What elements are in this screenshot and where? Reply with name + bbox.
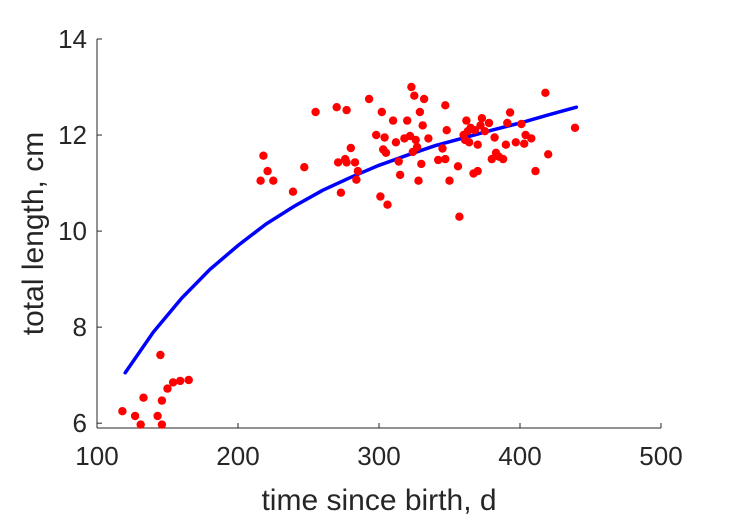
data-point bbox=[184, 375, 193, 385]
data-point bbox=[130, 411, 140, 421]
data-point bbox=[157, 420, 167, 429]
y-tick-label: 12 bbox=[58, 120, 87, 150]
y-tick-label: 8 bbox=[73, 312, 87, 342]
data-point bbox=[383, 200, 392, 209]
data-point bbox=[410, 91, 419, 100]
data-point bbox=[380, 133, 389, 142]
data-point bbox=[414, 176, 423, 185]
data-point bbox=[476, 121, 485, 130]
data-point bbox=[544, 150, 553, 159]
data-point bbox=[441, 101, 450, 110]
data-points bbox=[118, 82, 580, 429]
data-point bbox=[541, 88, 550, 98]
x-axis-label: time since birth, d bbox=[261, 484, 496, 517]
data-point bbox=[419, 94, 429, 104]
data-point bbox=[336, 188, 346, 197]
data-point bbox=[424, 134, 433, 143]
x-tick-label: 400 bbox=[498, 441, 541, 471]
data-point bbox=[342, 105, 351, 115]
data-point bbox=[157, 396, 167, 405]
data-point bbox=[300, 163, 309, 172]
data-point bbox=[412, 142, 422, 152]
data-point bbox=[490, 133, 499, 142]
data-point bbox=[411, 135, 420, 145]
data-point bbox=[465, 138, 474, 147]
x-tick-label: 500 bbox=[639, 441, 682, 471]
data-point bbox=[269, 176, 278, 185]
y-tick-label: 14 bbox=[58, 24, 87, 54]
data-point bbox=[364, 94, 374, 104]
data-point bbox=[118, 407, 127, 416]
data-point bbox=[176, 376, 185, 386]
data-point bbox=[259, 151, 268, 160]
data-point bbox=[256, 176, 265, 185]
data-point bbox=[441, 154, 450, 164]
data-point bbox=[438, 144, 447, 153]
data-point bbox=[352, 175, 361, 184]
data-point bbox=[394, 157, 403, 166]
data-point bbox=[418, 121, 427, 130]
data-point bbox=[462, 116, 471, 125]
data-point bbox=[473, 166, 482, 176]
data-point bbox=[350, 158, 360, 167]
data-point bbox=[342, 158, 351, 167]
data-point bbox=[153, 411, 162, 421]
data-point bbox=[353, 166, 363, 176]
y-tick-label: 6 bbox=[73, 408, 87, 438]
data-point bbox=[346, 143, 355, 153]
y-axis-label: total length, cm bbox=[17, 132, 50, 335]
data-point bbox=[570, 123, 580, 132]
data-point bbox=[501, 140, 511, 149]
data-point bbox=[527, 134, 536, 143]
data-point bbox=[388, 116, 398, 125]
data-point bbox=[156, 350, 165, 360]
data-point bbox=[377, 107, 386, 117]
data-point bbox=[403, 116, 412, 125]
x-tick-label: 300 bbox=[357, 441, 400, 471]
data-point bbox=[168, 378, 178, 387]
y-tick-label: 10 bbox=[58, 216, 87, 246]
data-point bbox=[455, 212, 464, 221]
x-tick-label: 100 bbox=[75, 441, 118, 471]
data-point bbox=[311, 107, 320, 117]
data-point bbox=[332, 103, 341, 112]
data-point bbox=[511, 138, 520, 147]
data-point bbox=[263, 166, 272, 176]
data-point bbox=[520, 139, 529, 148]
data-point bbox=[442, 126, 451, 135]
axes bbox=[96, 39, 661, 429]
data-point bbox=[391, 138, 401, 147]
data-point bbox=[395, 170, 405, 180]
data-point bbox=[381, 148, 391, 157]
data-point bbox=[139, 393, 148, 402]
data-point bbox=[453, 162, 463, 171]
data-point bbox=[480, 127, 489, 136]
data-point bbox=[333, 158, 343, 167]
data-point bbox=[163, 384, 172, 393]
data-point bbox=[445, 176, 454, 185]
x-tick-label: 200 bbox=[216, 441, 259, 471]
data-point bbox=[372, 130, 381, 140]
data-point bbox=[415, 107, 425, 117]
data-point bbox=[517, 119, 526, 129]
data-point bbox=[136, 420, 145, 429]
data-point bbox=[417, 159, 426, 169]
fit-curve-line bbox=[123, 105, 579, 375]
data-point bbox=[505, 108, 515, 117]
data-point bbox=[470, 126, 480, 135]
data-point bbox=[473, 140, 482, 149]
data-point bbox=[531, 166, 540, 176]
data-point bbox=[288, 187, 298, 196]
data-point bbox=[477, 114, 487, 123]
data-point bbox=[376, 192, 385, 201]
x-ticks: 100 200 300 400 500 bbox=[75, 423, 683, 471]
data-point bbox=[484, 118, 494, 128]
data-point bbox=[487, 154, 496, 164]
data-point bbox=[407, 82, 416, 92]
data-point bbox=[434, 155, 443, 165]
data-point bbox=[498, 154, 508, 164]
data-point bbox=[503, 118, 512, 128]
y-ticks: 6 8 10 12 14 bbox=[58, 24, 102, 438]
